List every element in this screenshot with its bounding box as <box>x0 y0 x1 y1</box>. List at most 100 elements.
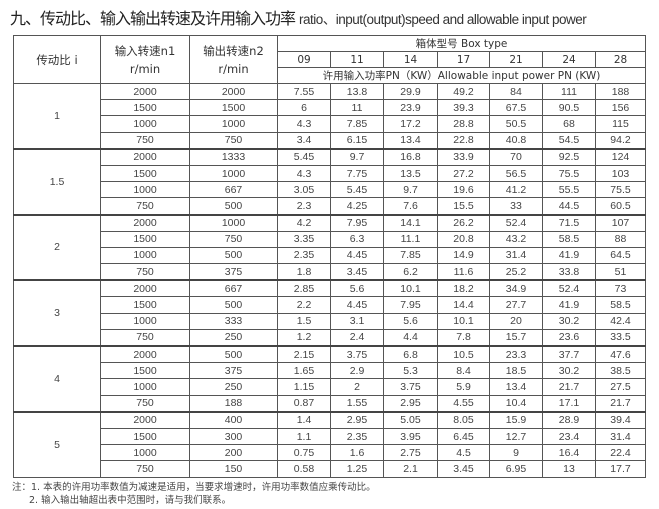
power-cell: 31.4 <box>594 427 647 446</box>
output-speed-cell: 333 <box>189 312 278 330</box>
power-cell: 25.2 <box>489 263 543 281</box>
power-cell: 20.8 <box>437 230 490 248</box>
power-cell: 4.5 <box>437 444 490 462</box>
power-cell: 4.45 <box>330 296 384 314</box>
input-speed-cell: 2000 <box>100 82 190 101</box>
power-cell: 11.6 <box>437 263 490 281</box>
power-cell: 9.7 <box>330 147 384 166</box>
power-cell: 8.05 <box>437 410 490 429</box>
power-cell: 13.4 <box>383 131 438 150</box>
ratio-cell: 1.5 <box>13 147 101 215</box>
input-speed-cell: 1000 <box>100 246 190 265</box>
table-row: 1500 750 3.35 6.3 11.1 20.8 43.2 58.5 88 <box>14 230 647 248</box>
table-row: 1.5 2000 1333 5.45 9.7 16.8 33.9 70 92.5 124 <box>13 147 647 215</box>
header-box-type: 箱体型号 Box type <box>276 35 647 52</box>
power-cell: 2.1 <box>383 460 438 478</box>
power-cell: 21.7 <box>542 378 596 396</box>
power-cell: 47.6 <box>594 345 647 364</box>
output-speed-label: 输出转速n2 <box>203 43 264 58</box>
power-cell: 22.4 <box>594 444 647 462</box>
power-cell: 30.2 <box>542 312 596 330</box>
power-cell: 5.05 <box>383 410 438 429</box>
power-cell: 9.7 <box>383 181 438 199</box>
box-size-17: 17 <box>437 51 490 68</box>
output-speed-cell: 500 <box>189 296 278 314</box>
power-cell: 3.75 <box>383 378 438 396</box>
power-cell: 1.5 <box>277 312 331 330</box>
power-cell: 4.3 <box>277 164 331 183</box>
power-cell: 60.5 <box>594 197 647 215</box>
power-cell: 6 <box>277 99 331 117</box>
table-row: 1500 375 1.65 2.9 5.3 8.4 18.5 30.2 38.5 <box>14 362 647 380</box>
power-cell: 49.2 <box>437 82 490 101</box>
output-speed-cell: 400 <box>189 410 278 429</box>
input-speed-cell: 1000 <box>100 378 190 396</box>
power-cell: 10.1 <box>383 279 438 298</box>
power-cell: 7.75 <box>330 164 384 183</box>
table-row: 1000 667 3.05 5.45 9.7 19.6 41.2 55.5 75.5 <box>14 181 647 199</box>
power-cell: 1.8 <box>277 263 331 281</box>
input-speed-label: 输入转速n1 <box>114 43 176 58</box>
power-cell: 33 <box>489 197 543 215</box>
power-cell: 0.87 <box>277 394 331 413</box>
power-cell: 107 <box>594 213 647 232</box>
output-speed-cell: 188 <box>189 394 278 413</box>
power-cell: 27.2 <box>437 164 490 183</box>
input-speed-cell: 1500 <box>100 427 190 446</box>
power-cell: 16.4 <box>542 444 596 462</box>
power-cell: 92.5 <box>542 147 596 166</box>
power-cell: 88 <box>594 230 647 248</box>
power-cell: 29.9 <box>383 82 438 101</box>
power-cell: 1.2 <box>277 328 331 347</box>
box-size-28: 28 <box>594 51 647 68</box>
input-speed-cell: 1000 <box>100 115 190 133</box>
power-cell: 5.6 <box>330 279 384 298</box>
power-cell: 15.9 <box>489 410 543 429</box>
input-speed-cell: 1500 <box>100 230 190 248</box>
power-cell: 3.45 <box>437 460 490 478</box>
output-speed-cell: 667 <box>189 181 278 199</box>
table-row: 750 375 1.8 3.45 6.2 11.6 25.2 33.8 51 <box>14 263 647 281</box>
output-speed-cell: 250 <box>189 378 278 396</box>
power-cell: 15.5 <box>437 197 490 215</box>
power-cell: 52.4 <box>489 213 543 232</box>
box-size-21: 21 <box>489 51 543 68</box>
power-cell: 1.25 <box>330 460 384 478</box>
table-row: 1000 333 1.5 3.1 5.6 10.1 20 30.2 42.4 <box>14 312 647 330</box>
power-cell: 4.3 <box>277 115 331 133</box>
power-cell: 5.45 <box>330 181 384 199</box>
power-cell: 7.85 <box>330 115 384 133</box>
note-2: 2. 输入输出轴超出表中范围时，请与我们联系。 <box>29 495 232 506</box>
table-row: 1000 1000 4.3 7.85 17.2 28.8 50.5 68 115 <box>14 115 647 133</box>
input-speed-cell: 1000 <box>100 444 190 462</box>
power-cell: 18.5 <box>489 362 543 380</box>
table-row: 5 2000 400 1.4 2.95 5.05 8.05 15.9 28.9 39.4 <box>13 410 647 478</box>
power-cell: 84 <box>489 82 543 101</box>
power-cell: 41.9 <box>542 246 596 265</box>
power-cell: 71.5 <box>542 213 596 232</box>
power-cell: 5.6 <box>383 312 438 330</box>
input-speed-cell: 750 <box>100 263 190 281</box>
power-cell: 58.5 <box>542 230 596 248</box>
power-cell: 6.95 <box>489 460 543 478</box>
power-cell: 50.5 <box>489 115 543 133</box>
power-cell: 10.4 <box>489 394 543 413</box>
power-cell: 22.8 <box>437 131 490 150</box>
header-ratio: 传动比 i <box>13 35 101 84</box>
output-speed-cell: 667 <box>189 279 278 298</box>
power-cell: 10.5 <box>437 345 490 364</box>
power-cell: 124 <box>594 147 647 166</box>
power-cell: 2.9 <box>330 362 384 380</box>
input-speed-cell: 1500 <box>100 362 190 380</box>
power-table: 传动比 i 输入转速n1 r/min 输出转速n2 r/min 箱体型号 Box t… <box>13 35 647 478</box>
power-cell: 3.4 <box>277 131 331 150</box>
power-cell: 20 <box>489 312 543 330</box>
output-speed-cell: 300 <box>189 427 278 446</box>
table-row: 1000 200 0.75 1.6 2.75 4.5 9 16.4 22.4 <box>14 444 647 462</box>
power-cell: 5.45 <box>277 147 331 166</box>
power-cell: 5.9 <box>437 378 490 396</box>
power-cell: 15.7 <box>489 328 543 347</box>
power-cell: 94.2 <box>594 131 647 150</box>
output-speed-cell: 750 <box>189 230 278 248</box>
power-cell: 2.95 <box>383 394 438 413</box>
